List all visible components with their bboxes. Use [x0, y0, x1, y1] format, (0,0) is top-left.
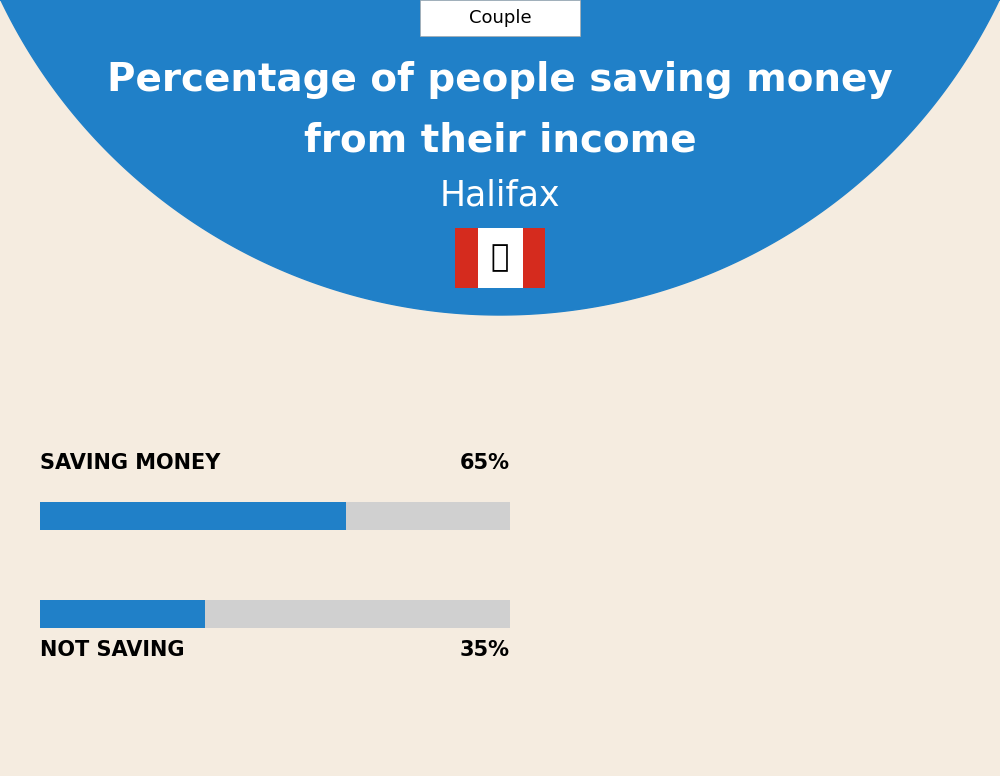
FancyBboxPatch shape [420, 0, 580, 36]
Text: 🍁: 🍁 [491, 244, 509, 272]
Text: Percentage of people saving money: Percentage of people saving money [107, 61, 893, 99]
Bar [40, 600, 205, 628]
Text: 65%: 65% [460, 453, 510, 473]
Text: 35%: 35% [460, 640, 510, 660]
Bar [455, 228, 545, 288]
Text: Halifax: Halifax [440, 178, 560, 212]
Bar [40, 502, 510, 530]
Text: Couple: Couple [469, 9, 531, 27]
Polygon shape [0, 0, 1000, 315]
Bar [455, 228, 478, 288]
Text: from their income: from their income [304, 121, 696, 159]
Text: NOT SAVING: NOT SAVING [40, 640, 184, 660]
Bar [40, 600, 510, 628]
Bar [522, 228, 545, 288]
Bar [40, 502, 346, 530]
Text: SAVING MONEY: SAVING MONEY [40, 453, 220, 473]
